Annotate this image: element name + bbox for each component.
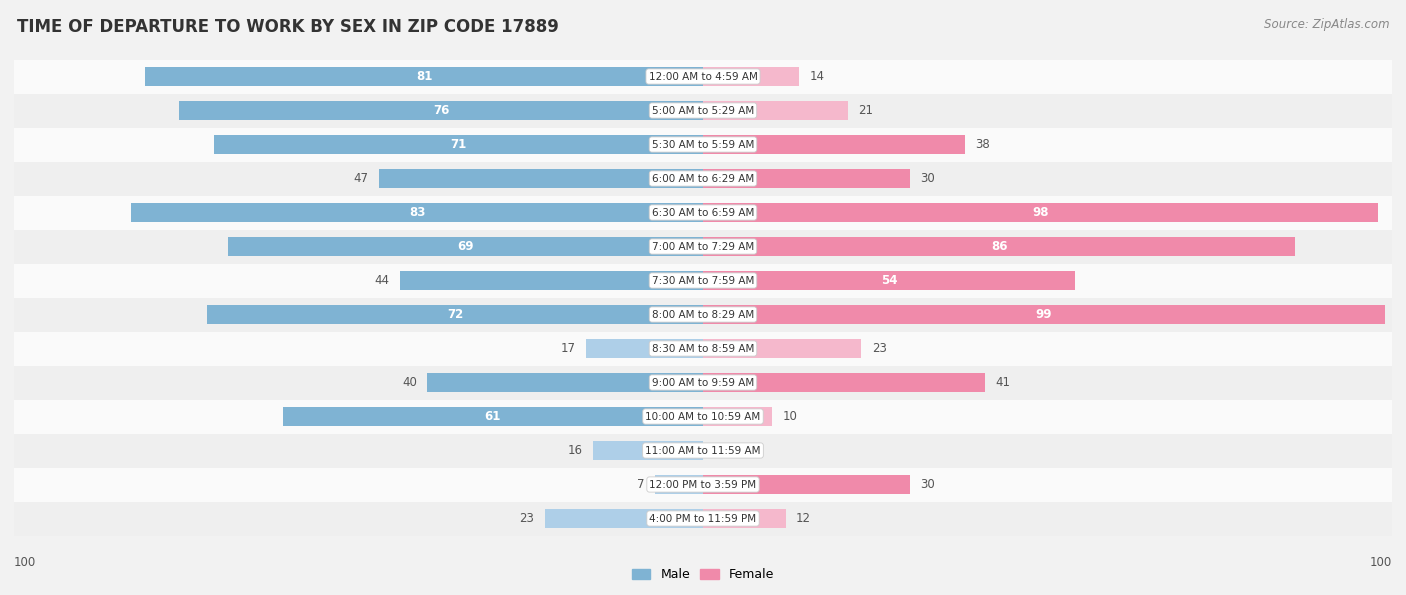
Bar	[207, 305, 703, 324]
Text: 30: 30	[920, 478, 935, 491]
Legend: Male, Female: Male, Female	[627, 563, 779, 586]
Text: 21: 21	[858, 104, 873, 117]
Text: 100: 100	[14, 556, 37, 569]
Bar	[180, 101, 703, 120]
Text: 10:00 AM to 10:59 AM: 10:00 AM to 10:59 AM	[645, 412, 761, 421]
Text: 7:30 AM to 7:59 AM: 7:30 AM to 7:59 AM	[652, 275, 754, 286]
Bar	[703, 271, 1076, 290]
Text: 30: 30	[920, 172, 935, 185]
Text: 16: 16	[568, 444, 582, 457]
Bar	[14, 434, 1392, 468]
Text: 61: 61	[485, 410, 501, 423]
Text: 99: 99	[1036, 308, 1052, 321]
Text: Source: ZipAtlas.com: Source: ZipAtlas.com	[1264, 18, 1389, 31]
Text: 11:00 AM to 11:59 AM: 11:00 AM to 11:59 AM	[645, 446, 761, 456]
Text: 40: 40	[402, 376, 418, 389]
Text: 12:00 AM to 4:59 AM: 12:00 AM to 4:59 AM	[648, 71, 758, 82]
Text: 54: 54	[880, 274, 897, 287]
Bar	[14, 264, 1392, 298]
Bar	[586, 339, 703, 358]
Text: 98: 98	[1032, 206, 1049, 219]
Bar	[703, 339, 862, 358]
Text: 7: 7	[637, 478, 644, 491]
Text: 83: 83	[409, 206, 425, 219]
Text: 44: 44	[374, 274, 389, 287]
Text: 69: 69	[457, 240, 474, 253]
Text: 17: 17	[561, 342, 575, 355]
Bar	[703, 67, 800, 86]
Text: 100: 100	[1369, 556, 1392, 569]
Bar	[14, 60, 1392, 93]
Text: 4:00 PM to 11:59 PM: 4:00 PM to 11:59 PM	[650, 513, 756, 524]
Bar	[131, 203, 703, 223]
Text: 38: 38	[976, 138, 990, 151]
Text: 5:30 AM to 5:59 AM: 5:30 AM to 5:59 AM	[652, 139, 754, 149]
Bar	[703, 475, 910, 494]
Bar	[427, 372, 703, 392]
Text: 8:30 AM to 8:59 AM: 8:30 AM to 8:59 AM	[652, 343, 754, 353]
Text: 23: 23	[519, 512, 534, 525]
Text: 86: 86	[991, 240, 1008, 253]
Bar	[214, 134, 703, 154]
Bar	[14, 468, 1392, 502]
Text: 23: 23	[872, 342, 887, 355]
Bar	[703, 168, 910, 189]
Bar	[655, 475, 703, 494]
Text: 14: 14	[810, 70, 825, 83]
Bar	[145, 67, 703, 86]
Text: 71: 71	[450, 138, 467, 151]
Text: 8:00 AM to 8:29 AM: 8:00 AM to 8:29 AM	[652, 309, 754, 320]
Text: 6:30 AM to 6:59 AM: 6:30 AM to 6:59 AM	[652, 208, 754, 218]
Text: 0: 0	[713, 444, 721, 457]
Text: 10: 10	[782, 410, 797, 423]
Text: 81: 81	[416, 70, 432, 83]
Bar	[228, 237, 703, 256]
Bar	[703, 237, 1295, 256]
Bar	[14, 502, 1392, 536]
Bar	[14, 196, 1392, 230]
Bar	[703, 509, 786, 528]
Bar	[14, 298, 1392, 331]
Text: 9:00 AM to 9:59 AM: 9:00 AM to 9:59 AM	[652, 377, 754, 387]
Bar	[14, 93, 1392, 127]
Text: 12:00 PM to 3:59 PM: 12:00 PM to 3:59 PM	[650, 480, 756, 490]
Text: 12: 12	[796, 512, 811, 525]
Bar	[593, 441, 703, 461]
Text: 72: 72	[447, 308, 463, 321]
Bar	[703, 101, 848, 120]
Bar	[14, 161, 1392, 196]
Text: 5:00 AM to 5:29 AM: 5:00 AM to 5:29 AM	[652, 105, 754, 115]
Text: 6:00 AM to 6:29 AM: 6:00 AM to 6:29 AM	[652, 174, 754, 183]
Text: 7:00 AM to 7:29 AM: 7:00 AM to 7:29 AM	[652, 242, 754, 252]
Bar	[14, 399, 1392, 434]
Text: 76: 76	[433, 104, 450, 117]
Bar	[703, 406, 772, 427]
Bar	[703, 134, 965, 154]
Text: 41: 41	[995, 376, 1011, 389]
Bar	[283, 406, 703, 427]
Bar	[14, 331, 1392, 365]
Bar	[14, 230, 1392, 264]
Bar	[544, 509, 703, 528]
Bar	[399, 271, 703, 290]
Text: TIME OF DEPARTURE TO WORK BY SEX IN ZIP CODE 17889: TIME OF DEPARTURE TO WORK BY SEX IN ZIP …	[17, 18, 558, 36]
Text: 47: 47	[354, 172, 368, 185]
Bar	[703, 305, 1385, 324]
Bar	[14, 365, 1392, 399]
Bar	[703, 203, 1378, 223]
Bar	[703, 372, 986, 392]
Bar	[380, 168, 703, 189]
Bar	[14, 127, 1392, 161]
